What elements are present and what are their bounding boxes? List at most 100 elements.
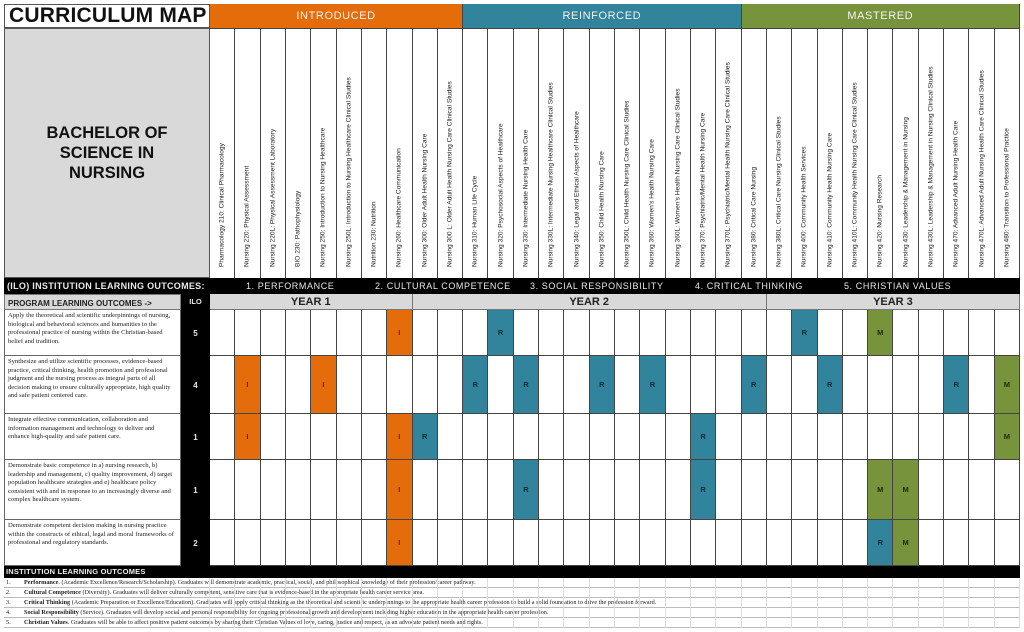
map-cell-empty <box>640 414 666 460</box>
map-cell-empty <box>893 356 919 414</box>
map-cell-reinforced: R <box>944 356 970 414</box>
ilo-definition: 2. Cultural Competence (Diversity). Gradu… <box>4 588 1020 598</box>
gridline <box>968 578 970 628</box>
course-name: Nursing 220L: Physical Assessment Labora… <box>269 128 277 267</box>
course-header: Nursing 260: Healthcare Communication <box>387 28 413 278</box>
gridline <box>765 578 767 628</box>
gridline <box>563 578 565 628</box>
map-cell-empty <box>285 520 312 566</box>
map-cell-empty <box>842 520 869 566</box>
map-cell-empty <box>741 414 767 460</box>
band-reinforced: REINFORCED <box>463 4 742 28</box>
course-header: Nursing 420: Nursing Research <box>868 28 894 278</box>
course-name: Nursing 250: Introduction to Nursing Hea… <box>319 127 327 267</box>
course-name: Nursing 370: Psychiatric/Mental Health N… <box>699 112 707 267</box>
map-cell-empty <box>716 520 742 566</box>
map-cell-empty <box>488 520 514 566</box>
ilo-definition-number: 1. <box>6 579 11 586</box>
map-cell-empty <box>210 414 236 460</box>
course-header: Nursing 310: Human Life Cycle <box>463 28 489 278</box>
map-cell-empty <box>235 460 261 520</box>
ilo-definition-term: Performance <box>24 579 59 586</box>
map-cell-empty <box>665 460 691 520</box>
course-header: Nursing 250: Introduction to Nursing Hea… <box>311 28 337 278</box>
map-cell-empty <box>969 460 995 520</box>
gridline <box>816 578 818 628</box>
ilo-number: 1 <box>181 460 210 520</box>
year-band-2: YEAR 2 <box>412 294 767 310</box>
map-cell-empty <box>918 460 945 520</box>
map-cell-empty <box>690 520 717 566</box>
map-cell-empty <box>463 310 489 356</box>
map-cell-empty <box>640 460 666 520</box>
map-cell-empty <box>437 460 464 520</box>
ilo-definition-text: . (Academic Excellence/Research/Scholars… <box>58 579 476 586</box>
course-name: Nursing 220: Physical Assessment <box>243 165 251 267</box>
map-cell-empty <box>817 310 843 356</box>
map-cell-empty <box>842 414 869 460</box>
map-cell-empty <box>260 356 286 414</box>
course-header: Nursing 360L: Women's Health Nursing Car… <box>665 28 691 278</box>
gridline <box>487 578 489 628</box>
map-cell-empty <box>285 460 312 520</box>
map-cell-introduced: I <box>387 414 413 460</box>
map-cell-empty <box>741 310 767 356</box>
ilo-definition: 5. Christian Values. Graduates will be ab… <box>4 618 1020 628</box>
course-header: Nursing 410L: Community Health Nursing C… <box>842 28 869 278</box>
map-cell-empty <box>893 414 919 460</box>
map-cell-empty <box>463 520 489 566</box>
gridline <box>1019 578 1020 628</box>
map-cell-empty <box>564 520 590 566</box>
course-name: Nursing 340: Legal and Ethical Aspects o… <box>573 111 581 267</box>
course-name: Nutrition 230: Nutrition <box>370 201 378 267</box>
gridline <box>917 578 919 628</box>
course-name: Nursing 430L: Leadership & Management in… <box>927 66 935 268</box>
gridline <box>689 578 691 628</box>
course-name: Nursing 360: Women's Health Nursing Care <box>648 139 656 267</box>
course-header: Nursing 330L: Intermediate Nursing Healt… <box>539 28 565 278</box>
map-cell-empty <box>944 310 970 356</box>
map-cell-empty <box>412 520 438 566</box>
program-outcome-text: Synthesize and utilize scientific proces… <box>4 356 181 414</box>
course-header: Pharmacology 210: Clinical Pharmacology <box>210 28 236 278</box>
map-cell-empty <box>716 460 742 520</box>
map-cell-mastered: M <box>893 460 919 520</box>
course-header: Nursing 320: Psychosocial Aspects of Hea… <box>488 28 514 278</box>
map-cell-empty <box>539 310 565 356</box>
course-name: Nursing 300 L: Older Adult Health Nursin… <box>446 81 454 267</box>
map-cell-introduced: I <box>235 356 261 414</box>
ilo-definition-text: (Service). Graduates will develop social… <box>78 609 549 616</box>
course-header: Nursing 340: Legal and Ethical Aspects o… <box>564 28 590 278</box>
ilo-definition-term: Christian Values <box>24 619 68 626</box>
map-cell-empty <box>589 310 615 356</box>
map-cell-empty <box>311 460 337 520</box>
page-title: CURRICULUM MAP <box>4 4 210 28</box>
course-header: Nursing 330: Intermediate Nursing Health… <box>513 28 540 278</box>
map-cell-empty <box>994 310 1020 356</box>
map-cell-empty <box>868 414 894 460</box>
course-name: Nursing 260: Healthcare Communication <box>395 148 403 267</box>
map-cell-mastered: M <box>868 460 894 520</box>
course-header: Nutrition 230: Nutrition <box>361 28 388 278</box>
map-cell-empty <box>868 356 894 414</box>
map-cell-empty <box>893 310 919 356</box>
map-cell-empty <box>387 356 413 414</box>
course-name: Nursing 320: Psychosocial Aspects of Hea… <box>497 123 505 267</box>
map-cell-empty <box>412 356 438 414</box>
ilo-definition-term: Cultural Competence <box>24 589 81 596</box>
map-cell-empty <box>589 414 615 460</box>
ilo-definition: 4. Social Responsibility (Service). Gradu… <box>4 608 1020 618</box>
course-header: Nursing 350L: Child Health Nursing Care … <box>615 28 641 278</box>
map-cell-empty <box>944 460 970 520</box>
map-cell-empty <box>944 414 970 460</box>
ilo-definition-number: 5. <box>6 619 11 626</box>
course-name: Nursing 400: Community Health Services <box>800 146 808 267</box>
map-cell-empty <box>842 460 869 520</box>
course-header: Nursing 370: Psychiatric/Mental Health N… <box>690 28 717 278</box>
gridline <box>386 578 388 628</box>
map-cell-empty <box>716 356 742 414</box>
map-cell-reinforced: R <box>817 356 843 414</box>
ilo-item-cultural-competence: 2. CULTURAL COMPETENCE <box>375 281 511 291</box>
map-cell-introduced: I <box>235 414 261 460</box>
gridline <box>892 578 894 628</box>
